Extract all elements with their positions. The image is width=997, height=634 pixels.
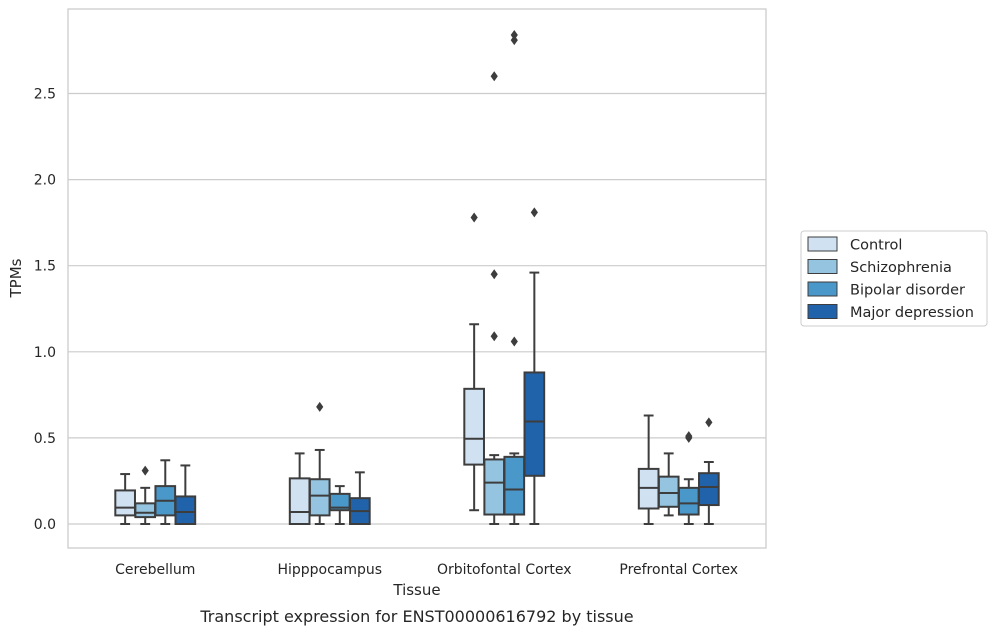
box-schizophrenia bbox=[308, 448, 331, 525]
outlier-point bbox=[490, 71, 498, 82]
box-iqr bbox=[677, 486, 700, 516]
y-tick-label: 2.0 bbox=[34, 173, 56, 189]
legend-label: Control bbox=[850, 238, 902, 254]
x-tick-label: Prefrontal Cortex bbox=[619, 562, 738, 578]
x-tick-label: Cerebellum bbox=[115, 562, 195, 578]
box-iqr bbox=[657, 475, 680, 508]
legend: Control Schizophrenia Bipolar disorder Majo… bbox=[800, 230, 988, 327]
box-iqr bbox=[308, 478, 331, 517]
y-axis-label: TPMs bbox=[7, 258, 25, 298]
legend-label: Schizophrenia bbox=[850, 260, 952, 276]
outlier-point bbox=[490, 269, 498, 280]
outliers bbox=[141, 29, 713, 476]
legend-swatch bbox=[807, 304, 838, 319]
boxes bbox=[114, 271, 720, 526]
box-control bbox=[114, 473, 136, 525]
legend-swatch bbox=[807, 236, 838, 252]
outlier-point bbox=[510, 336, 518, 347]
box-iqr bbox=[698, 472, 720, 507]
outlier-point bbox=[510, 35, 518, 46]
box-major-depression bbox=[698, 461, 720, 525]
box-iqr bbox=[463, 387, 485, 466]
box-bipolar-disorder bbox=[677, 478, 700, 525]
y-tick-label: 1.0 bbox=[34, 345, 56, 361]
y-tick-label: 0.5 bbox=[34, 431, 56, 447]
x-tick-labels: Cerebellum Hipppocampus Orbitofontal Corte… bbox=[115, 562, 738, 578]
box-bipolar-disorder bbox=[328, 485, 351, 525]
legend-label: Bipolar disorder bbox=[850, 283, 965, 299]
outlier-point bbox=[530, 207, 538, 218]
y-tick-label: 1.5 bbox=[34, 259, 56, 275]
y-tick-label: 0.0 bbox=[34, 517, 56, 533]
outlier-point bbox=[685, 431, 693, 442]
box-iqr bbox=[174, 495, 197, 525]
box-schizophrenia bbox=[483, 454, 506, 525]
y-tick-labels: 0.0 0.5 1.0 1.5 2.0 2.5 bbox=[34, 87, 56, 534]
x-tick-label: Orbitofontal Cortex bbox=[437, 562, 572, 578]
box-schizophrenia bbox=[657, 452, 680, 517]
box-control bbox=[637, 414, 660, 525]
box-iqr bbox=[523, 371, 546, 477]
chart-caption: Transcript expression for ENST0000061679… bbox=[199, 607, 633, 626]
box-iqr bbox=[483, 458, 506, 516]
outlier-point bbox=[470, 212, 478, 223]
legend-frame bbox=[800, 230, 988, 327]
legend-swatch bbox=[807, 259, 838, 274]
box-bipolar-disorder bbox=[154, 459, 177, 525]
box-major-depression bbox=[523, 271, 546, 525]
legend-swatch bbox=[807, 281, 838, 297]
box-iqr bbox=[134, 502, 157, 519]
x-tick-label: Hipppocampus bbox=[277, 562, 382, 578]
legend-label: Major depression bbox=[850, 305, 974, 321]
plot-frame bbox=[67, 8, 767, 549]
box-major-depression bbox=[349, 471, 371, 526]
gridlines bbox=[68, 92, 766, 525]
outlier-point bbox=[705, 417, 713, 428]
box-iqr bbox=[503, 455, 526, 516]
outlier-point bbox=[316, 401, 324, 412]
outlier-point bbox=[141, 465, 149, 476]
box-iqr bbox=[288, 477, 311, 526]
outlier-point bbox=[490, 331, 498, 342]
box-control bbox=[288, 452, 311, 526]
box-major-depression bbox=[174, 464, 197, 525]
box-bipolar-disorder bbox=[503, 452, 526, 525]
y-tick-label: 2.5 bbox=[34, 87, 56, 103]
x-axis-label: Tissue bbox=[392, 581, 440, 599]
outlier-point bbox=[510, 29, 518, 40]
box-iqr bbox=[114, 489, 136, 517]
box-control bbox=[463, 323, 485, 512]
box-schizophrenia bbox=[134, 486, 157, 525]
